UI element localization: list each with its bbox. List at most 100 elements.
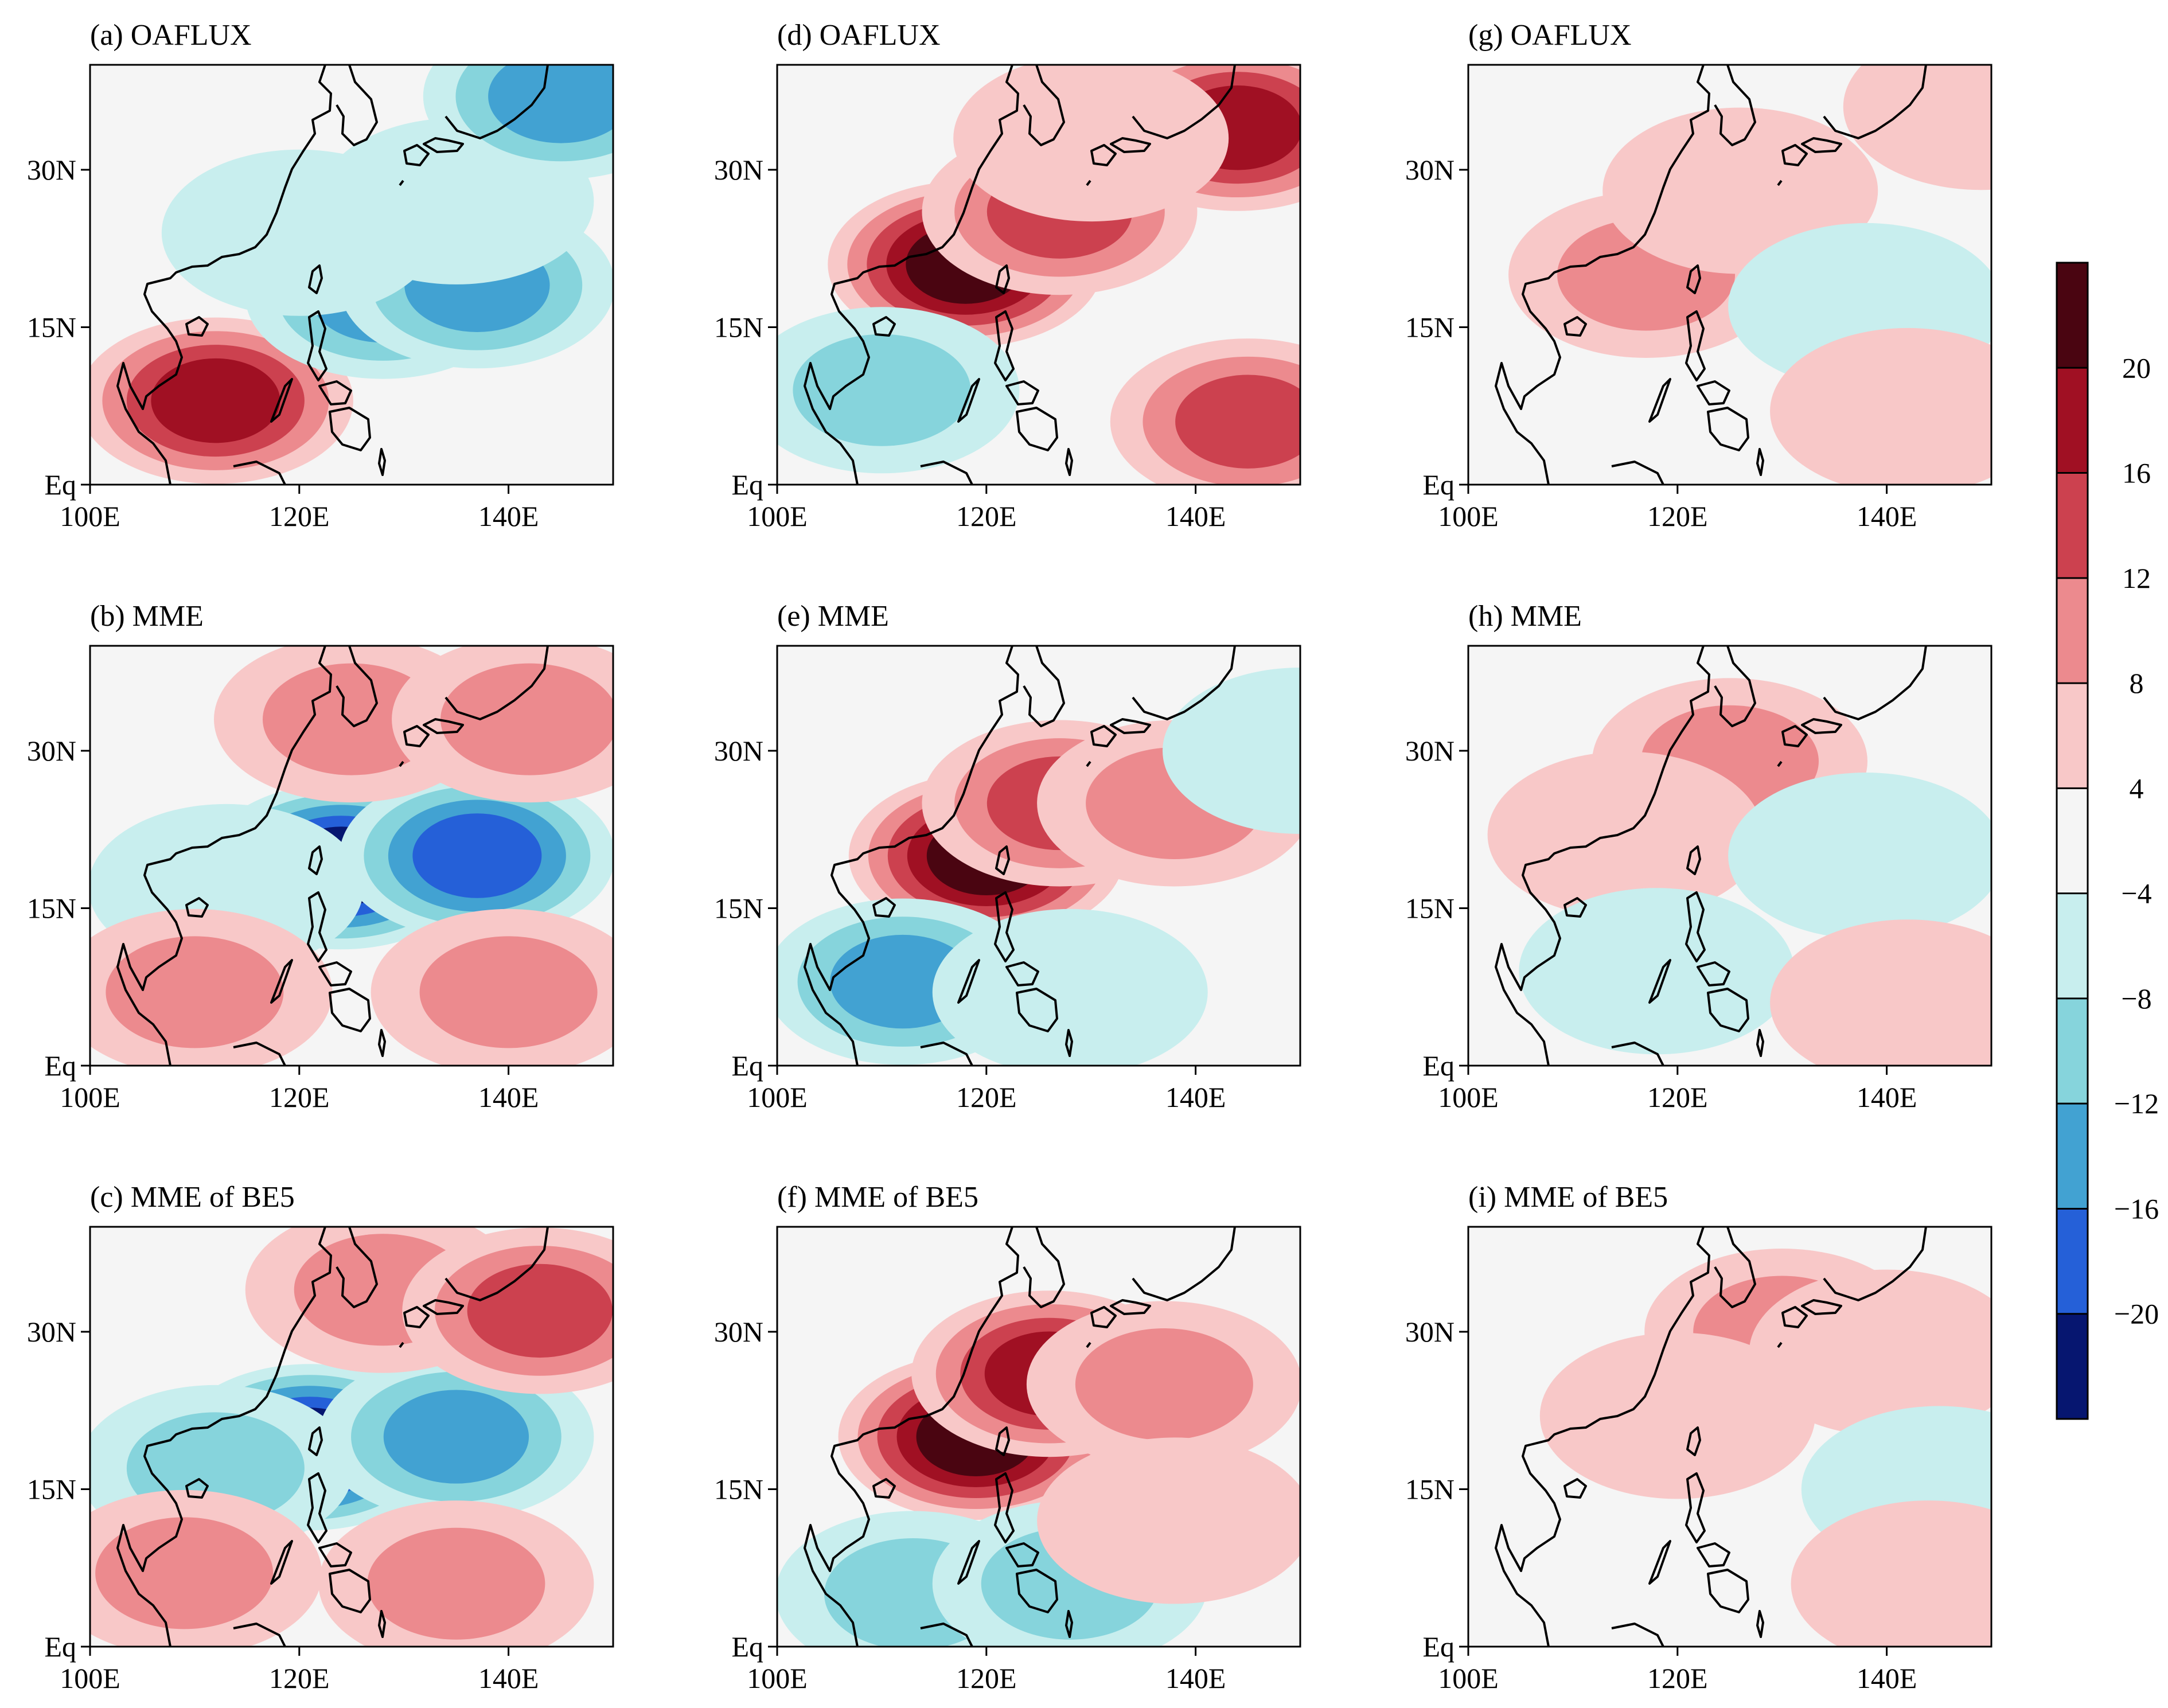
panel-frame <box>89 64 614 486</box>
y-tick-label: 30N <box>714 154 763 186</box>
y-tick-label: Eq <box>1422 1050 1455 1082</box>
colorbar-label: 20 <box>2122 352 2151 384</box>
x-tick-label: 100E <box>747 1662 808 1694</box>
x-tick-label: 140E <box>478 500 539 532</box>
y-tick-label: 15N <box>1405 892 1455 925</box>
colorbar-frame <box>2056 262 2089 1420</box>
contour-field <box>777 1290 1300 1647</box>
panel-frame <box>776 645 1301 1067</box>
colorbar-box <box>2057 368 2088 474</box>
contour-field <box>1539 1249 1991 1647</box>
panel-title: (d) OAFLUX <box>777 19 941 52</box>
y-tick-label: Eq <box>44 469 76 501</box>
x-tick-label: 140E <box>478 1081 539 1113</box>
panel-h: 100E 120E 140E 30N 15N Eq (h) MME <box>1405 600 1992 1113</box>
panel-frame <box>89 645 614 1067</box>
x-tick-label: 120E <box>1647 1081 1708 1113</box>
panel-title: (c) MME of BE5 <box>90 1181 295 1214</box>
y-tick-label: Eq <box>1422 469 1455 501</box>
colorbar-box <box>2057 1208 2088 1315</box>
panels: 100E 120E 140E 30N 15N Eq (a) OAFLUX 100E 120E 14… <box>27 19 1992 1694</box>
contour-band <box>1843 65 1991 190</box>
contour-band <box>412 813 542 898</box>
x-tick-label: 120E <box>269 1662 330 1694</box>
contour-band <box>1519 888 1795 1055</box>
y-tick-label: 15N <box>1405 1473 1455 1506</box>
contour-band <box>793 334 971 446</box>
panel-title: (i) MME of BE5 <box>1468 1181 1668 1214</box>
colorbar-label: 16 <box>2122 457 2151 489</box>
panel-frame <box>776 1226 1301 1648</box>
contour-band <box>1075 1328 1253 1440</box>
contour-band <box>1728 773 1991 939</box>
y-tick-label: 30N <box>1405 735 1455 767</box>
contour-band <box>1037 1437 1300 1604</box>
colorbar-label: −8 <box>2121 982 2151 1015</box>
contour-band <box>367 1527 545 1640</box>
contour-band <box>1163 668 1300 834</box>
contour-field <box>777 668 1300 1066</box>
x-tick-label: 100E <box>747 1081 808 1113</box>
colorbar-label: −4 <box>2121 878 2151 910</box>
y-tick-label: 15N <box>27 892 76 925</box>
x-tick-label: 120E <box>956 1662 1017 1694</box>
contour-band <box>467 1264 613 1358</box>
x-tick-label: 120E <box>1647 500 1708 532</box>
x-tick-label: 120E <box>956 500 1017 532</box>
y-tick-label: Eq <box>44 1631 76 1663</box>
x-tick-label: 140E <box>1857 1081 1917 1113</box>
panel-frame <box>1467 1226 1992 1648</box>
y-tick-label: 15N <box>27 1473 76 1506</box>
panel-title: (h) MME <box>1468 600 1582 633</box>
contour-band <box>1770 919 1991 1066</box>
y-tick-label: 15N <box>27 311 76 344</box>
contour-band <box>419 936 598 1048</box>
y-tick-label: 30N <box>27 154 76 186</box>
contour-band <box>932 908 1208 1066</box>
x-tick-label: 100E <box>60 500 120 532</box>
colorbar-box <box>2057 1313 2088 1420</box>
panel-title: (e) MME <box>777 600 889 633</box>
panel-d: 100E 120E 140E 30N 15N Eq (d) OAFLUX <box>714 19 1301 532</box>
colorbar: 20 16 12 8 4 −4 −8 −12 −16 −20 <box>2056 262 2159 1420</box>
panel-title: (b) MME <box>90 600 204 633</box>
x-tick-label: 120E <box>956 1081 1017 1113</box>
contour-band <box>440 663 613 775</box>
panel-frame <box>1467 645 1992 1067</box>
x-tick-label: 140E <box>1857 1662 1917 1694</box>
contour-band <box>1539 1332 1815 1499</box>
x-tick-label: 140E <box>1165 1081 1226 1113</box>
panel-frame <box>89 1226 614 1648</box>
colorbar-label: 8 <box>2130 667 2144 699</box>
x-tick-label: 120E <box>269 500 330 532</box>
contour-band <box>1175 375 1300 469</box>
panel-i: 100E 120E 140E 30N 15N Eq (i) MME of BE5 <box>1405 1181 1992 1694</box>
x-tick-label: 120E <box>1647 1662 1708 1694</box>
colorbar-box <box>2057 473 2088 579</box>
colorbar-box <box>2057 263 2088 368</box>
contour-band <box>383 1390 529 1484</box>
colorbar-box <box>2057 683 2088 789</box>
x-tick-label: 120E <box>269 1081 330 1113</box>
contour-band <box>263 663 440 775</box>
colorbar-box <box>2057 998 2088 1104</box>
y-tick-label: 30N <box>714 1316 763 1348</box>
y-tick-label: 15N <box>714 1473 763 1506</box>
y-tick-label: 30N <box>1405 1316 1455 1348</box>
contour-band <box>1770 327 1991 485</box>
x-tick-label: 140E <box>478 1662 539 1694</box>
y-tick-label: 15N <box>714 311 763 344</box>
panel-g: 100E 120E 140E 30N 15N Eq (g) OAFLUX <box>1405 19 1992 532</box>
colorbar-box <box>2057 578 2088 684</box>
panel-e: 100E 120E 140E 30N 15N Eq (e) MME <box>714 600 1301 1113</box>
contour-band <box>953 65 1229 222</box>
contour-band <box>106 936 284 1048</box>
x-tick-label: 140E <box>1165 500 1226 532</box>
colorbar-label: −12 <box>2114 1087 2159 1120</box>
contour-band <box>1791 1500 1991 1647</box>
x-tick-label: 140E <box>1857 500 1917 532</box>
contour-band <box>1487 751 1763 918</box>
colorbar-box <box>2057 893 2088 999</box>
y-tick-label: Eq <box>731 469 763 501</box>
panel-b: 100E 120E 140E 30N 15N Eq (b) MME <box>27 600 614 1113</box>
